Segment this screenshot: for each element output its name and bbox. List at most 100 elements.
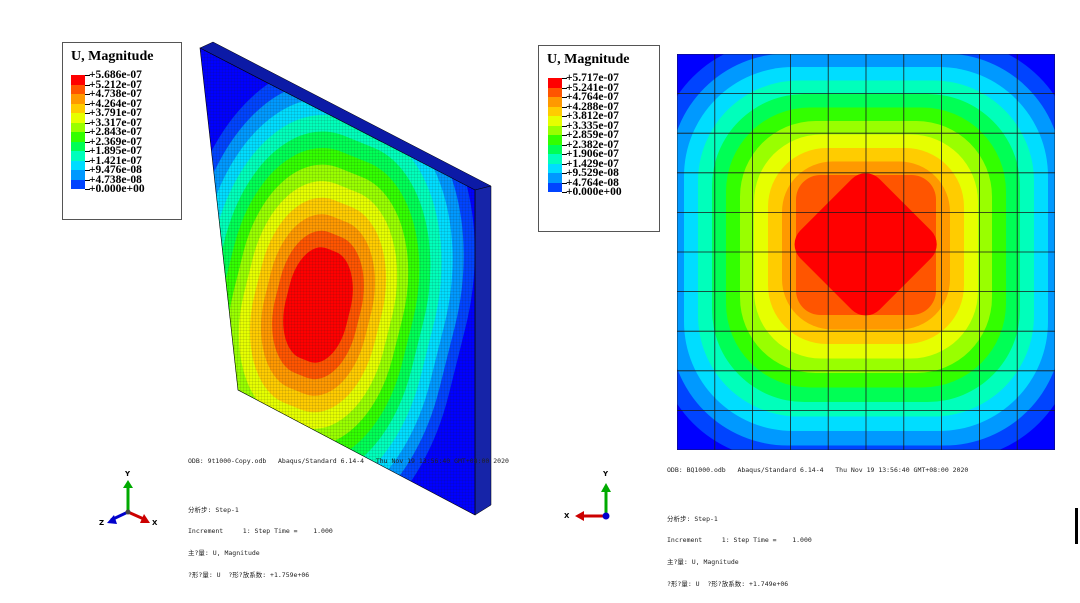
legend-tick [85, 132, 90, 133]
legend-value: +2.382e-07 [566, 138, 619, 151]
legend-tick [562, 116, 567, 117]
left-primary-var-line: 主?量: U, Magnitude [188, 549, 260, 558]
legend-tick [562, 106, 567, 108]
legend-value: +1.906e-07 [566, 148, 619, 160]
left-axis-triad-icon [107, 480, 150, 524]
right-axis-triad-icon [575, 483, 611, 521]
left-result-panel: U, Magnitude +5.686e-07 +5.212e-07 +4.738e… [0, 0, 540, 579]
legend-tick [562, 125, 567, 127]
left-odb-info: ODB: 9t1000-Copy.odb Abaqus/Standard 6.1… [188, 457, 509, 465]
legend-color-swatch [548, 106, 562, 116]
legend-value: +1.429e-07 [566, 157, 619, 170]
right-triad-y-label: Y [603, 470, 609, 478]
legend-tick [85, 113, 90, 114]
legend-tick [85, 122, 90, 124]
legend-value: +4.738e-07 [89, 88, 142, 100]
legend-color-swatch [548, 78, 562, 88]
left-deformed-var-line: ?形?量: U ?形?放系数: +1.759e+06 [188, 571, 310, 580]
left-triad-x-label: X [152, 519, 158, 527]
legend-tick [85, 170, 90, 171]
legend-tick [85, 151, 90, 152]
legend-value: +4.764e-07 [566, 91, 619, 103]
legend-tick [562, 192, 567, 193]
left-triad-y-label: Y [125, 470, 131, 478]
legend-color-swatch [548, 116, 562, 126]
legend-tick [85, 160, 90, 162]
legend-value: +0.000e+00 [566, 186, 622, 198]
legend-color-swatch [548, 97, 562, 107]
legend-color-swatch [71, 170, 85, 180]
legend-tick [562, 135, 567, 136]
legend-color-swatch [548, 135, 562, 145]
right-2d-contour-view [677, 54, 1055, 450]
legend-value: +3.317e-07 [89, 116, 142, 129]
legend-color-swatch [71, 151, 85, 161]
legend-value: +9.529e-08 [566, 167, 619, 179]
right-result-panel: U, Magnitude +5.717e-07 +5.241e-07 +4.764e… [538, 0, 1080, 588]
legend-value: +2.843e-07 [89, 126, 142, 138]
legend-tick [85, 75, 90, 76]
legend-value: +3.791e-07 [89, 107, 142, 119]
left-3d-plate-view [199, 41, 492, 516]
edge-marker [1075, 508, 1078, 544]
legend-value: +4.264e-07 [89, 97, 142, 110]
legend-tick [562, 78, 567, 79]
plate-side-face [474, 185, 492, 516]
legend-color-swatch [71, 103, 85, 113]
legend-color-swatch [548, 144, 562, 154]
legend-value: +5.212e-07 [89, 78, 142, 91]
legend-value: +3.812e-07 [566, 110, 619, 122]
legend-color-swatch [548, 87, 562, 97]
legend-color-swatch [71, 122, 85, 132]
legend-color-swatch [71, 75, 85, 85]
legend-tick [85, 84, 90, 86]
legend-value: +1.895e-07 [89, 145, 142, 157]
legend-tick [562, 163, 567, 165]
legend-value: +0.000e+00 [89, 183, 145, 195]
legend-value: +9.476e-08 [89, 164, 142, 176]
legend-value: +2.369e-07 [89, 135, 142, 148]
left-step-line: 分析步: Step-1 [188, 505, 239, 514]
left-triad-z-label: Z [99, 519, 105, 527]
left-step-info: 分析步: Step-1 Increment 1: Step Time = 1.0… [188, 492, 333, 594]
legend-color-swatch [71, 132, 85, 142]
legend-value: +3.335e-07 [566, 119, 619, 132]
left-legend: U, Magnitude +5.686e-07 +5.212e-07 +4.738e… [62, 42, 182, 220]
legend-value: +5.686e-07 [89, 69, 142, 81]
legend-color-swatch [548, 125, 562, 135]
legend-tick [85, 103, 90, 105]
legend-tick [562, 182, 567, 184]
right-legend-title: U, Magnitude [547, 52, 630, 67]
legend-value: +4.288e-07 [566, 100, 619, 113]
legend-value: +2.859e-07 [566, 129, 619, 141]
left-legend-title: U, Magnitude [71, 49, 154, 64]
right-step-line: 分析步: Step-1 [667, 514, 718, 523]
right-odb-info: ODB: BQ1000.odb Abaqus/Standard 6.14-4 T… [667, 466, 969, 474]
legend-value: +4.738e-08 [89, 173, 142, 186]
legend-value: +5.717e-07 [566, 72, 619, 84]
legend-tick [562, 154, 567, 155]
legend-color-swatch [548, 154, 562, 164]
left-increment-line: Increment 1: Step Time = 1.000 [188, 527, 333, 536]
legend-color-swatch [548, 163, 562, 173]
right-increment-line: Increment 1: Step Time = 1.000 [667, 536, 812, 545]
legend-tick [85, 94, 90, 95]
legend-color-swatch [548, 173, 562, 183]
legend-tick [562, 173, 567, 174]
legend-color-swatch [71, 94, 85, 104]
legend-color-swatch [71, 84, 85, 94]
right-step-info: 分析步: Step-1 Increment 1: Step Time = 1.0… [667, 501, 812, 603]
legend-value: +4.764e-08 [566, 176, 619, 189]
legend-tick [85, 179, 90, 181]
legend-color-swatch [548, 182, 562, 192]
right-legend: U, Magnitude +5.717e-07 +5.241e-07 +4.764e… [538, 45, 660, 232]
legend-color-swatch [71, 160, 85, 170]
right-primary-var-line: 主?量: U, Magnitude [667, 558, 739, 567]
legend-value: +5.241e-07 [566, 81, 619, 94]
legend-tick [562, 144, 567, 146]
legend-color-swatch [71, 113, 85, 123]
legend-value: +1.421e-07 [89, 154, 142, 167]
legend-tick [85, 189, 90, 190]
legend-color-swatch [71, 179, 85, 189]
legend-tick [562, 87, 567, 89]
